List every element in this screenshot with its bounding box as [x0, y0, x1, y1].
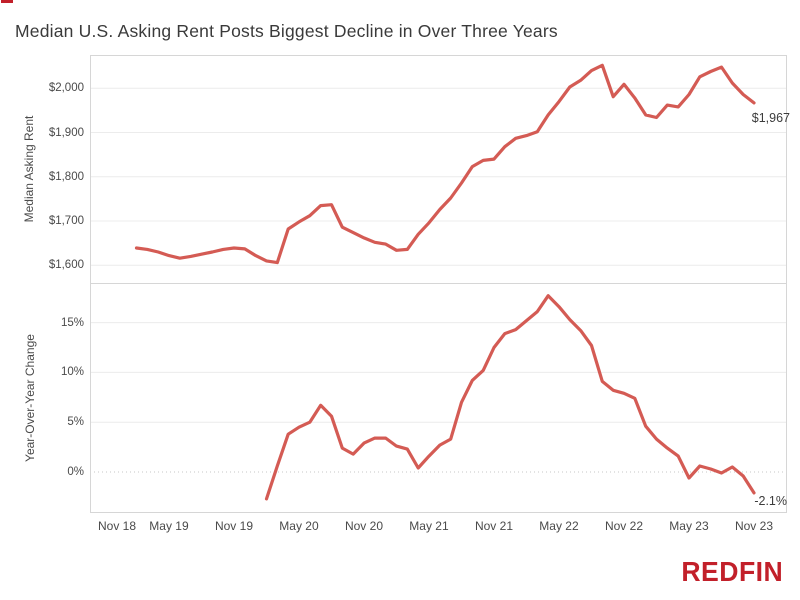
year-over-year-change-line	[264, 294, 756, 501]
y-tick-label: 10%	[60, 366, 84, 379]
x-tick-label: Nov 22	[604, 519, 643, 533]
x-tick-label: May 23	[669, 519, 709, 533]
x-tick-label: Nov 19	[214, 519, 253, 533]
x-tick-label: May 20	[279, 519, 319, 533]
y-tick-label: $1,800	[48, 170, 84, 183]
x-tick-label: May 21	[409, 519, 449, 533]
y-tick-label: $2,000	[48, 82, 84, 95]
y-tick-label: $1,600	[48, 259, 84, 272]
y-tick-label: 5%	[67, 416, 84, 429]
x-tick-label: May 22	[539, 519, 579, 533]
x-tick-label: Nov 20	[344, 519, 383, 533]
top-left-red-mark	[1, 0, 13, 3]
x-tick-label: Nov 23	[734, 519, 773, 533]
yoy-end-value-annotation: -2.1%	[754, 494, 787, 508]
median-asking-rent-line	[134, 63, 756, 265]
x-tick-label: May 19	[149, 519, 189, 533]
page-title: Median U.S. Asking Rent Posts Biggest De…	[15, 21, 558, 41]
y-tick-label: $1,900	[48, 126, 84, 139]
x-tick-label: Nov 18	[97, 519, 137, 533]
y-tick-label: $1,700	[48, 215, 84, 228]
y-tick-label: 15%	[60, 316, 84, 329]
y-tick-label: 0%	[67, 466, 84, 478]
x-tick-label: Nov 21	[474, 519, 513, 533]
redfin-logo: REDFIN	[681, 556, 783, 587]
rent-end-value-annotation: $1,967	[751, 111, 790, 125]
